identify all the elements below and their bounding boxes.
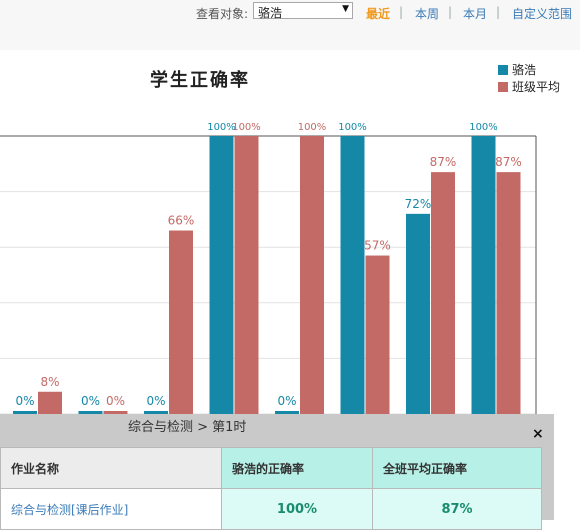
data-label-self: 100% [469, 122, 498, 133]
data-label-class: 66% [168, 214, 195, 228]
table-header-row: 作业名称 骆浩的正确率 全班平均正确率 [0, 447, 542, 489]
bar-class [234, 136, 259, 414]
filter-label: 查看对象: [196, 7, 249, 21]
legend-self[interactable]: 骆浩 [498, 61, 536, 78]
header-task-name: 作业名称 [0, 447, 222, 489]
legend-class-swatch [498, 82, 508, 92]
student-select-value: 骆浩 [258, 6, 283, 20]
detail-table: 作业名称 骆浩的正确率 全班平均正确率 综合与检测[课后作业] 100% 87% [0, 447, 542, 530]
data-label-self: 0% [15, 394, 34, 408]
data-label-class: 87% [495, 155, 522, 169]
student-select[interactable]: 骆浩 ▼ [253, 2, 353, 20]
separator: | [496, 5, 501, 19]
bar-self [78, 411, 103, 414]
legend-self-swatch [498, 65, 508, 75]
data-label-class: 8% [40, 375, 59, 389]
data-label-class: 0% [106, 394, 125, 408]
data-label-self: 0% [81, 394, 100, 408]
range-month-link[interactable]: 本月 [463, 7, 488, 21]
avg-rate-cell: 87% [372, 488, 542, 530]
separator: | [448, 5, 453, 19]
data-label-self: 100% [207, 122, 236, 133]
bar-class [365, 255, 390, 414]
bar-class [431, 172, 455, 414]
filter-bar: 查看对象: 骆浩 ▼ 最近 | 本周 | 本月 | 自定义范围 [0, 0, 580, 50]
bar-self [13, 411, 37, 414]
bar-class [38, 391, 62, 414]
data-label-self: 100% [338, 122, 367, 133]
header-self-rate: 骆浩的正确率 [221, 447, 373, 489]
close-icon[interactable]: × [532, 426, 544, 442]
data-label-class: 57% [364, 239, 391, 253]
separator: | [399, 5, 404, 19]
bar-self [406, 213, 430, 414]
legend-class[interactable]: 班级平均 [498, 78, 560, 95]
bar-self [209, 136, 234, 414]
task-name-cell: 综合与检测[课后作业] [0, 488, 222, 530]
bar-self [340, 136, 365, 414]
chevron-down-icon: ▼ [342, 4, 349, 14]
chart-title: 学生正确率 [150, 70, 250, 91]
bar-class [103, 411, 128, 414]
range-week-link[interactable]: 本周 [415, 7, 440, 21]
data-label-self: 0% [146, 394, 165, 408]
range-recent-link[interactable]: 最近 [366, 7, 391, 21]
bar-class [169, 230, 193, 414]
range-custom-link[interactable]: 自定义范围 [512, 7, 573, 21]
legend-self-label: 骆浩 [512, 63, 537, 77]
data-label-class: 100% [232, 122, 261, 133]
data-label-self: 72% [405, 197, 432, 211]
panel-title: 综合与检测 > 第1时 [128, 420, 247, 435]
bar-class [496, 172, 521, 414]
data-label-class: 100% [298, 122, 327, 133]
self-rate-cell: 100% [221, 488, 373, 530]
table-row: 综合与检测[课后作业] 100% 87% [0, 488, 542, 530]
data-label-class: 87% [430, 155, 457, 169]
data-label-self: 0% [277, 394, 296, 408]
legend-class-label: 班级平均 [512, 80, 561, 94]
detail-panel: 综合与检测 > 第1时 × 作业名称 骆浩的正确率 全班平均正确率 综合与检测[… [0, 414, 554, 530]
bar-self [471, 136, 496, 414]
bar-self [144, 411, 168, 414]
bar-self [275, 411, 299, 414]
bar-chart: 0%8%0% 0% 0%66%100%100%0%100% 100%57%72%87%… [0, 122, 537, 414]
header-avg-rate: 全班平均正确率 [372, 447, 542, 489]
bar-class [300, 136, 324, 414]
task-link[interactable]: 综合与检测[课后作业] [11, 502, 129, 517]
